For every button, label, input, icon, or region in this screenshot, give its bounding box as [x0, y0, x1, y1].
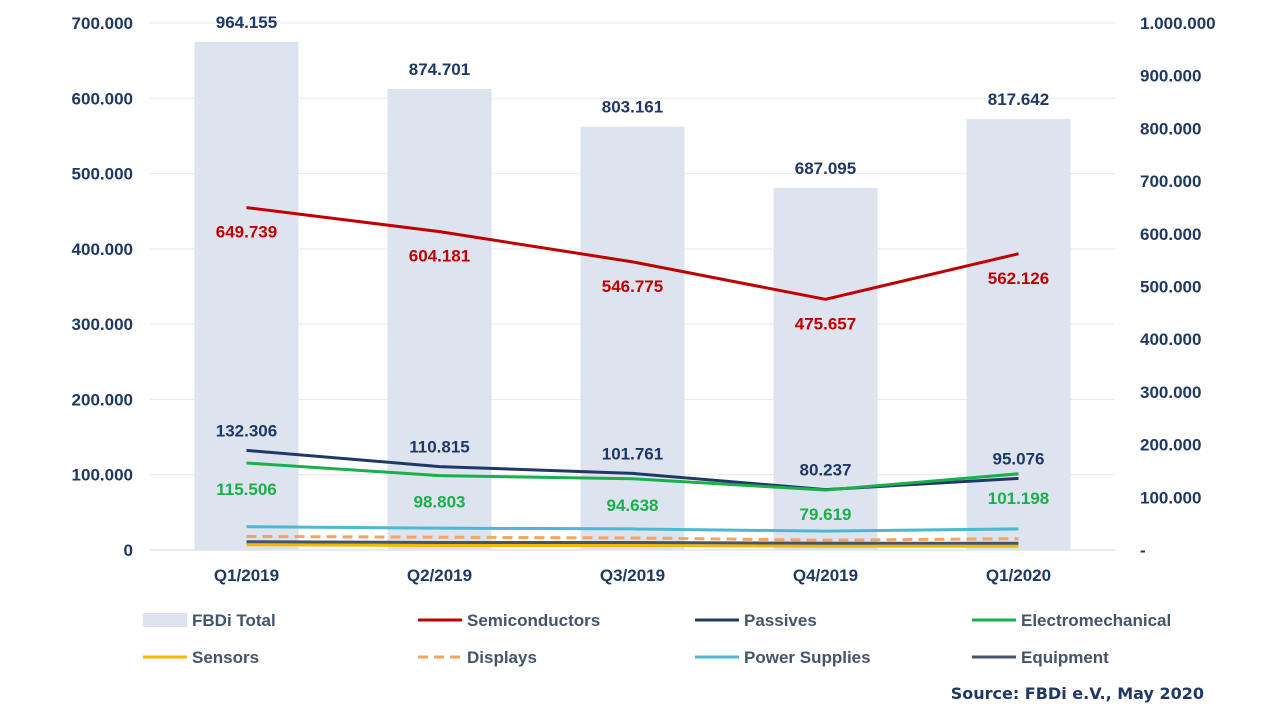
sensors-line: [246, 543, 1019, 548]
legend-item-power-supplies: Power Supplies: [695, 648, 871, 667]
semiconductors-data-label: 649.739: [216, 223, 277, 242]
fbdi-total-bar: [387, 89, 492, 551]
right-tick-label: 900.000: [1140, 67, 1201, 86]
right-tick-label: 400.000: [1140, 330, 1201, 349]
legend-item-semiconductors: Semiconductors: [418, 611, 600, 630]
passives-data-label: 101.761: [602, 444, 663, 463]
right-tick-label: -: [1140, 541, 1146, 560]
left-tick-label: 500.000: [72, 165, 133, 184]
legend-label: Equipment: [1021, 648, 1109, 667]
passives-data-label: 80.237: [800, 461, 852, 480]
semiconductors-data-label: 546.775: [602, 277, 663, 296]
fbdi-total-bar: [966, 119, 1071, 551]
fbdi-total-data-label: 687.095: [795, 159, 856, 178]
fbdi-total-bar: [194, 41, 299, 550]
right-tick-label: 800.000: [1140, 119, 1201, 138]
right-tick-label: 300.000: [1140, 383, 1201, 402]
x-tick-label: Q1/2020: [986, 566, 1051, 585]
electromechanical-data-label: 79.619: [800, 505, 852, 524]
legend-item-equipment: Equipment: [972, 648, 1109, 667]
left-tick-label: 300.000: [72, 315, 133, 334]
left-tick-label: 400.000: [72, 240, 133, 259]
source-note: Source: FBDi e.V., May 2020: [950, 684, 1204, 703]
displays-line: [246, 534, 1019, 542]
line-series: [246, 206, 1019, 548]
legend-label: Semiconductors: [467, 611, 600, 630]
x-axis: Q1/2019 Q2/2019 Q3/2019 Q4/2019 Q1/2020: [214, 566, 1051, 585]
left-tick-label: 200.000: [72, 390, 133, 409]
right-tick-label: 100.000: [1140, 488, 1201, 507]
data-labels: 964.155 874.701 803.161 687.095 817.642 649.7…: [216, 13, 1049, 524]
legend-label: Displays: [467, 648, 537, 667]
fbdi-total-bar: [580, 126, 685, 550]
equipment-line: [246, 540, 1019, 545]
x-tick-label: Q4/2019: [793, 566, 858, 585]
legend-item-fbdi-total: FBDi Total: [143, 611, 276, 630]
passives-data-label: 95.076: [993, 449, 1045, 468]
right-tick-label: 600.000: [1140, 225, 1201, 244]
semiconductors-data-label: 604.181: [409, 247, 470, 266]
left-tick-label: 600.000: [72, 89, 133, 108]
x-tick-label: Q1/2019: [214, 566, 279, 585]
left-tick-label: 0: [124, 541, 133, 560]
electromechanical-data-label: 94.638: [607, 496, 659, 515]
semiconductors-data-label: 562.126: [988, 269, 1049, 288]
fbdi-total-bar: [773, 187, 878, 550]
passives-data-label: 110.815: [409, 438, 470, 457]
electromechanical-line: [246, 461, 1019, 492]
legend-item-sensors: Sensors: [143, 648, 259, 667]
left-axis: 0 100.000 200.000 300.000 400.000 500.000 600.…: [72, 14, 133, 560]
semiconductors-line: [246, 206, 1019, 301]
legend-label: Sensors: [192, 648, 259, 667]
electromechanical-data-label: 98.803: [414, 493, 466, 512]
fbdi-total-data-label: 817.642: [988, 90, 1049, 109]
x-tick-label: Q2/2019: [407, 566, 472, 585]
legend-label: Passives: [744, 611, 817, 630]
x-tick-label: Q3/2019: [600, 566, 665, 585]
right-tick-label: 700.000: [1140, 172, 1201, 191]
right-axis: - 100.000 200.000 300.000 400.000 500.000 600.…: [1140, 14, 1216, 560]
right-tick-label: 500.000: [1140, 278, 1201, 297]
power-supplies-line: [246, 525, 1019, 533]
electromechanical-data-label: 115.506: [216, 480, 277, 499]
fbdi-total-data-label: 964.155: [216, 13, 277, 32]
passives-data-label: 132.306: [216, 421, 277, 440]
legend-swatch: [143, 613, 187, 627]
legend-item-electromechanical: Electromechanical: [972, 611, 1171, 630]
right-tick-label: 200.000: [1140, 436, 1201, 455]
legend-item-passives: Passives: [695, 611, 817, 630]
right-tick-label: 1.000.000: [1140, 14, 1216, 33]
legend-label: Power Supplies: [744, 648, 871, 667]
fbdi-total-data-label: 803.161: [602, 98, 663, 117]
electromechanical-data-label: 101.198: [988, 489, 1049, 508]
legend-label: Electromechanical: [1021, 611, 1171, 630]
fbdi-total-data-label: 874.701: [409, 60, 470, 79]
semiconductors-data-label: 475.657: [795, 314, 856, 333]
legend-label: FBDi Total: [192, 611, 276, 630]
left-tick-label: 700.000: [72, 14, 133, 33]
legend: FBDi Total Semiconductors Passives Electrom…: [143, 611, 1171, 667]
legend-item-displays: Displays: [418, 648, 537, 667]
left-tick-label: 100.000: [72, 466, 133, 485]
